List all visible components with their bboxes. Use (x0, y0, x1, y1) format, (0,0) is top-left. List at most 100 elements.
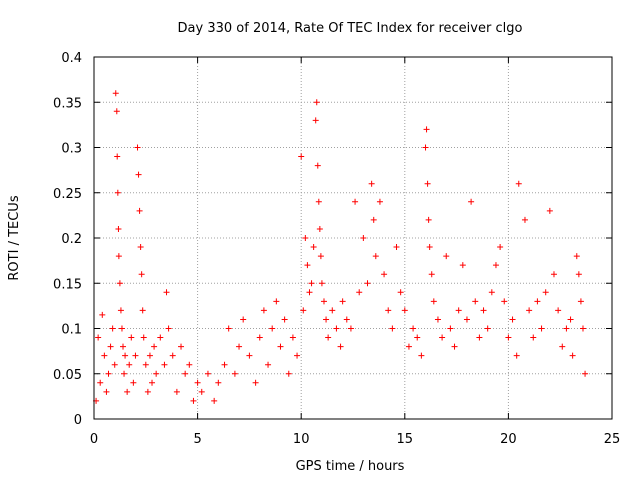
data-point (573, 253, 580, 260)
data-point (428, 271, 435, 278)
data-point (443, 253, 450, 260)
data-point (137, 244, 144, 251)
y-tick-label: 0.15 (53, 277, 82, 292)
y-axis-label: ROTI / TECUs (7, 195, 22, 280)
data-point (310, 244, 317, 251)
data-point (246, 352, 253, 359)
data-point (505, 334, 512, 341)
data-point (414, 334, 421, 341)
x-tick-label: 25 (604, 432, 621, 447)
x-tick-label: 20 (500, 432, 517, 447)
data-point (308, 280, 315, 287)
data-point (115, 225, 122, 232)
x-tick-label: 10 (293, 432, 310, 447)
data-point (139, 307, 146, 314)
data-point (221, 361, 228, 368)
data-point (186, 361, 193, 368)
y-tick-label: 0 (74, 413, 82, 428)
data-point (231, 370, 238, 377)
data-point (300, 307, 307, 314)
data-point (281, 316, 288, 323)
data-point (423, 126, 430, 133)
axis-ticks (93, 56, 613, 420)
data-point (320, 298, 327, 305)
data-points (93, 90, 589, 404)
data-point (555, 307, 562, 314)
data-point (142, 361, 149, 368)
x-tick-label: 0 (90, 432, 98, 447)
data-point (569, 352, 576, 359)
data-point (114, 189, 121, 196)
data-point (138, 271, 145, 278)
data-point (163, 289, 170, 296)
data-point (389, 325, 396, 332)
data-point (178, 343, 185, 350)
data-point (459, 262, 466, 269)
data-point (260, 307, 267, 314)
data-point (582, 370, 589, 377)
data-point (312, 117, 319, 124)
data-point (132, 352, 139, 359)
data-point (140, 334, 147, 341)
data-point (550, 271, 557, 278)
data-point (333, 325, 340, 332)
data-point (225, 325, 232, 332)
data-point (393, 244, 400, 251)
data-point (117, 307, 124, 314)
data-point (194, 379, 201, 386)
data-point (370, 216, 377, 223)
data-point (451, 343, 458, 350)
y-tick-label: 0.1 (61, 323, 82, 338)
data-point (575, 271, 582, 278)
data-point (265, 361, 272, 368)
data-point (124, 388, 131, 395)
data-point (134, 144, 141, 151)
data-point (447, 325, 454, 332)
data-point (480, 307, 487, 314)
data-point (173, 388, 180, 395)
data-point (372, 253, 379, 260)
data-point (422, 144, 429, 151)
chart-title: Day 330 of 2014, Rate Of TEC Index for r… (178, 21, 523, 36)
data-point (515, 180, 522, 187)
data-point (182, 370, 189, 377)
data-point (240, 316, 247, 323)
data-point (277, 343, 284, 350)
y-tick-label: 0.2 (61, 232, 82, 247)
y-tick-labels: 0 0.05 0.1 0.15 0.2 0.25 0.3 0.35 0.4 (53, 51, 82, 428)
data-point (410, 325, 417, 332)
x-tick-label: 5 (193, 432, 201, 447)
data-point (439, 334, 446, 341)
data-point (430, 298, 437, 305)
data-point (339, 298, 346, 305)
data-point (252, 379, 259, 386)
data-point (285, 370, 292, 377)
data-point (317, 253, 324, 260)
data-point (484, 325, 491, 332)
data-point (501, 298, 508, 305)
data-point (256, 334, 263, 341)
data-point (559, 343, 566, 350)
data-point (169, 352, 176, 359)
data-point (381, 271, 388, 278)
data-point (424, 180, 431, 187)
data-point (306, 289, 313, 296)
data-point (325, 334, 332, 341)
data-point (236, 343, 243, 350)
x-tick-labels: 0 5 10 15 20 25 (90, 432, 620, 447)
data-point (352, 198, 359, 205)
data-point (476, 334, 483, 341)
data-point (211, 397, 218, 404)
data-point (121, 370, 128, 377)
y-tick-label: 0.25 (53, 187, 82, 202)
y-tick-label: 0.35 (53, 96, 82, 111)
data-point (316, 225, 323, 232)
y-tick-label: 0.05 (53, 368, 82, 383)
data-point (425, 216, 432, 223)
data-point (426, 244, 433, 251)
data-point (269, 325, 276, 332)
data-point (329, 307, 336, 314)
data-point (546, 207, 553, 214)
